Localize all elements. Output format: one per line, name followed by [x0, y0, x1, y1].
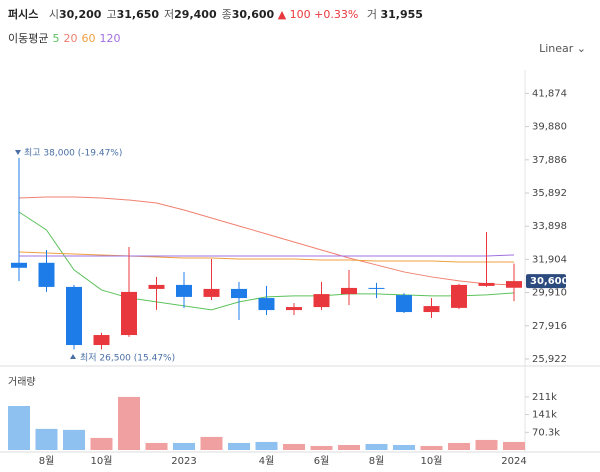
- candle-body: [93, 335, 110, 346]
- field-label: 종: [221, 8, 232, 21]
- y-tick-label: 29,910: [532, 288, 567, 299]
- candle-body: [506, 281, 522, 288]
- candle-body: [313, 294, 330, 308]
- quote-header: 퍼시스 시30,200 고31,650 저29,400 종30,600 ▲ 100 +…: [8, 6, 423, 22]
- x-tick-label: 8월: [39, 455, 55, 467]
- candle-body: [66, 286, 82, 346]
- legend-entry: 20: [63, 32, 78, 45]
- candle-body: [258, 298, 275, 311]
- ma-line: [18, 196, 515, 286]
- volume-bar: [118, 396, 140, 450]
- field-label: 저: [164, 8, 175, 21]
- change-pct: +0.33%: [314, 8, 359, 21]
- volume-bar: [503, 441, 525, 450]
- volume-bar: [90, 437, 113, 450]
- volume-bar: [200, 436, 223, 450]
- ma-line: [19, 254, 515, 257]
- high-marker: [15, 150, 21, 155]
- volume-bar: [228, 442, 250, 450]
- field-value: 30,600: [231, 8, 275, 21]
- scale-dropdown[interactable]: Linear ⌄: [539, 42, 586, 55]
- volume-bar: [475, 439, 498, 450]
- change-value: 100: [289, 8, 311, 21]
- volume-bar: [145, 442, 168, 450]
- quote-fields: 시30,200 고31,650 저29,400 종30,600: [44, 8, 274, 21]
- volume-bar: [173, 442, 195, 450]
- x-tick-label: 2024: [501, 456, 526, 467]
- candle-body: [231, 288, 247, 299]
- candle-body: [286, 307, 302, 311]
- ma-title: 이동평균: [8, 32, 49, 45]
- ma-legend: 이동평균 5 20 60 120: [8, 30, 120, 46]
- y-tick-label: 25,922: [532, 354, 567, 365]
- ma-line: [18, 251, 514, 263]
- volume-bar: [420, 445, 443, 450]
- y-tick-label: 37,886: [532, 155, 567, 166]
- x-tick-label: 8월: [369, 455, 385, 467]
- candle-body: [38, 262, 55, 287]
- y-tick-label: 39,880: [532, 122, 567, 133]
- volume-bar: [448, 442, 470, 450]
- field-value: 29,400: [174, 8, 217, 21]
- volume-bar: [35, 428, 58, 450]
- high-annotation: 최고 38,000 (-19.47%): [24, 148, 122, 159]
- x-tick-label: 10월: [91, 455, 113, 467]
- field-label: 고: [106, 8, 117, 21]
- last-price-box: [526, 274, 566, 289]
- candle-body: [396, 295, 412, 313]
- candle-body: [203, 288, 220, 297]
- candle-body: [478, 282, 495, 286]
- low-marker: [70, 354, 76, 359]
- last-price-label: 30,600: [530, 276, 569, 287]
- y-tick-label: 27,916: [532, 321, 567, 332]
- legend-entry: 60: [81, 32, 96, 45]
- x-tick-label: 6월: [314, 455, 330, 467]
- y-tick-label: 41,874: [532, 88, 567, 99]
- volume-bar: [338, 444, 360, 450]
- candle-body: [423, 306, 440, 313]
- low-annotation: 최저 26,500 (15.47%): [80, 353, 175, 364]
- candle-body: [148, 284, 165, 289]
- field-label: 시: [48, 8, 59, 21]
- volume-bar: [283, 443, 305, 450]
- volume-bar: [365, 443, 388, 450]
- change: ▲ 100: [277, 8, 311, 21]
- volume-bar: [63, 429, 85, 450]
- candle-body: [176, 284, 192, 297]
- volume-bar: [255, 441, 278, 450]
- field-value: 31,650: [116, 8, 160, 21]
- volume-bar: [310, 445, 333, 450]
- candle-body: [368, 287, 385, 289]
- volume-tick-label: 141k: [532, 410, 557, 421]
- candle-body: [451, 284, 467, 308]
- field-value: 30,200: [59, 8, 102, 21]
- volume-bar: [8, 405, 30, 450]
- legend-entry: 120: [99, 32, 121, 45]
- volume-title: 거래량: [8, 376, 36, 388]
- stock-name: 퍼시스: [8, 8, 39, 21]
- y-tick-label: 31,904: [532, 254, 567, 265]
- volume-tick-label: 211k: [532, 392, 557, 403]
- candle-body: [11, 262, 27, 268]
- x-tick-label: 10월: [421, 455, 443, 467]
- candle-body: [121, 291, 137, 336]
- legend-entry: 5: [52, 32, 60, 45]
- volume-value: 31,955: [380, 8, 423, 21]
- candle-body: [341, 287, 357, 295]
- volume-label: 거: [366, 8, 377, 21]
- scale-label[interactable]: Linear: [539, 42, 574, 55]
- volume-bar: [393, 444, 415, 450]
- x-tick-label: 2023: [171, 456, 196, 467]
- y-tick-label: 33,898: [532, 221, 567, 232]
- x-tick-label: 4월: [259, 455, 275, 467]
- y-tick-label: 35,892: [532, 188, 567, 199]
- volume-tick-label: 70.3k: [532, 427, 560, 438]
